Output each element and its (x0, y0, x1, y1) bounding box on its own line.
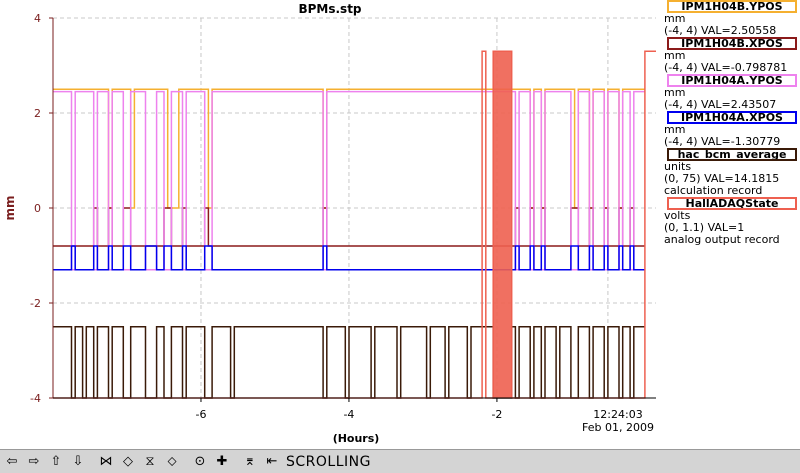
legend-unit: mm (664, 49, 686, 62)
series-lines (53, 50, 656, 399)
mode-label: SCROLLING (286, 453, 371, 470)
y-tick-label: -4 (30, 392, 41, 405)
zoom-out-y-button[interactable]: ⬦ (162, 451, 182, 472)
scroll-up-button[interactable]: ⇧ (46, 451, 66, 472)
legend-entry[interactable]: IPM1H04A.YPOS mm (-4, 4) VAL=2.43507 (664, 74, 800, 111)
zoom-in-x-button[interactable]: ⋈ (96, 451, 116, 472)
legend: IPM1H04B.YPOS mm (-4, 4) VAL=2.50558 IPM1H0… (664, 0, 800, 246)
scroll-right-button[interactable]: ⇨ (24, 451, 44, 472)
legend-entry[interactable]: hac_bcm_average units (0, 75) VAL=14.1815 c… (664, 148, 800, 197)
series-line-hac-bcm-average (53, 326, 645, 399)
legend-series-name: IPM1H04A.XPOS (667, 111, 797, 124)
series-line-ipm1h04a-ypos (53, 90, 645, 271)
legend-series-name: IPM1H04A.YPOS (667, 74, 797, 87)
series-pulse-block (493, 51, 512, 398)
legend-series-name: IPM1H04B.XPOS (667, 37, 797, 50)
x-tick-label: -2 (491, 408, 502, 421)
scroll-left-button[interactable]: ⇦ (2, 451, 22, 472)
legend-range-value: (-4, 4) VAL=-1.30779 (664, 135, 781, 148)
chart-title: BPMs.stp (298, 2, 362, 16)
y-axis-label: mm (3, 195, 17, 220)
y-tick-label: 0 (34, 202, 41, 215)
legend-entry[interactable]: IPM1H04A.XPOS mm (-4, 4) VAL=-1.30779 (664, 111, 800, 148)
legend-entry[interactable]: IPM1H04B.YPOS mm (-4, 4) VAL=2.50558 (664, 0, 800, 37)
legend-unit: mm (664, 12, 686, 25)
add-button[interactable]: ✚ (212, 451, 232, 472)
legend-description: analog output record (664, 233, 780, 246)
legend-unit: volts (664, 209, 691, 222)
zoom-out-x-button[interactable]: ◇ (118, 451, 138, 472)
legend-description: calculation record (664, 184, 763, 197)
y-tick-label: -2 (30, 297, 41, 310)
axes (49, 17, 656, 402)
back-to-scrolling-button[interactable]: ⇤ (262, 451, 282, 472)
y-tick-label: 2 (34, 107, 41, 120)
legend-unit: mm (664, 123, 686, 136)
legend-unit: mm (664, 86, 686, 99)
legend-series-name: HallADAQState (667, 197, 797, 210)
scroll-down-button[interactable]: ⇩ (68, 451, 88, 472)
series-line-ipm1h04b-xpos (53, 207, 645, 247)
legend-range-value: (-4, 4) VAL=-0.798781 (664, 61, 788, 74)
series-line-ipm1h04b-ypos (53, 88, 645, 209)
legend-range-value: (0, 75) VAL=14.1815 (664, 172, 780, 185)
legend-range-value: (0, 1.1) VAL=1 (664, 221, 745, 234)
legend-series-name: hac_bcm_average (667, 148, 797, 161)
x-axis-label: (Hours) (333, 432, 380, 445)
toolbar: ⇦ ⇨ ⇧ ⇩ ⋈ ◇ ⧖ ⬦ ⊙ ✚ ⌆ ⇤ SCROLLING (0, 449, 800, 473)
legend-range-value: (-4, 4) VAL=2.43507 (664, 98, 777, 111)
zoom-in-y-button[interactable]: ⧖ (140, 451, 160, 472)
x-tick-label: -4 (343, 408, 354, 421)
x-tick-label: -6 (195, 408, 206, 421)
series-line-halladaqstate (53, 50, 656, 399)
y-tick-label: 4 (34, 12, 41, 25)
x-time-label: 12:24:03 (593, 408, 642, 421)
legend-entry[interactable]: IPM1H04B.XPOS mm (-4, 4) VAL=-0.798781 (664, 37, 800, 74)
legend-range-value: (-4, 4) VAL=2.50558 (664, 24, 777, 37)
legend-series-name: IPM1H04B.YPOS (667, 0, 797, 13)
grid (53, 17, 656, 399)
auto-scale-button[interactable]: ⌆ (240, 451, 260, 472)
legend-unit: units (664, 160, 692, 173)
legend-entry[interactable]: HallADAQState volts (0, 1.1) VAL=1 analog o… (664, 197, 800, 246)
series-line-ipm1h04a-xpos (53, 245, 645, 271)
stop-button[interactable]: ⊙ (190, 451, 210, 472)
x-date-label: Feb 01, 2009 (582, 421, 654, 434)
